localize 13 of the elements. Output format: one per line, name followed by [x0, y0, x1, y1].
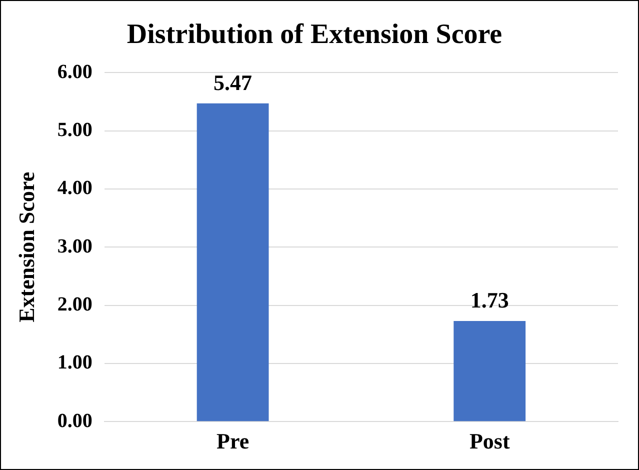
chart-title: Distribution of Extension Score — [126, 19, 502, 50]
y-tick-label: 3.00 — [57, 235, 92, 258]
x-tick-label: Pre — [216, 428, 250, 454]
y-tick-label: 4.00 — [57, 177, 92, 200]
y-tick-label: 1.00 — [57, 352, 92, 374]
y-tick-label: 5.00 — [57, 118, 92, 141]
x-tick-label: Post — [469, 428, 510, 454]
y-tick-label: 6.00 — [57, 60, 92, 83]
data-label: 5.47 — [214, 70, 252, 96]
y-tick-label: 0.00 — [57, 410, 92, 432]
data-label: 1.73 — [470, 288, 509, 313]
y-axis-title: Extension Score — [14, 172, 39, 322]
y-tick-label: 2.00 — [57, 293, 92, 316]
